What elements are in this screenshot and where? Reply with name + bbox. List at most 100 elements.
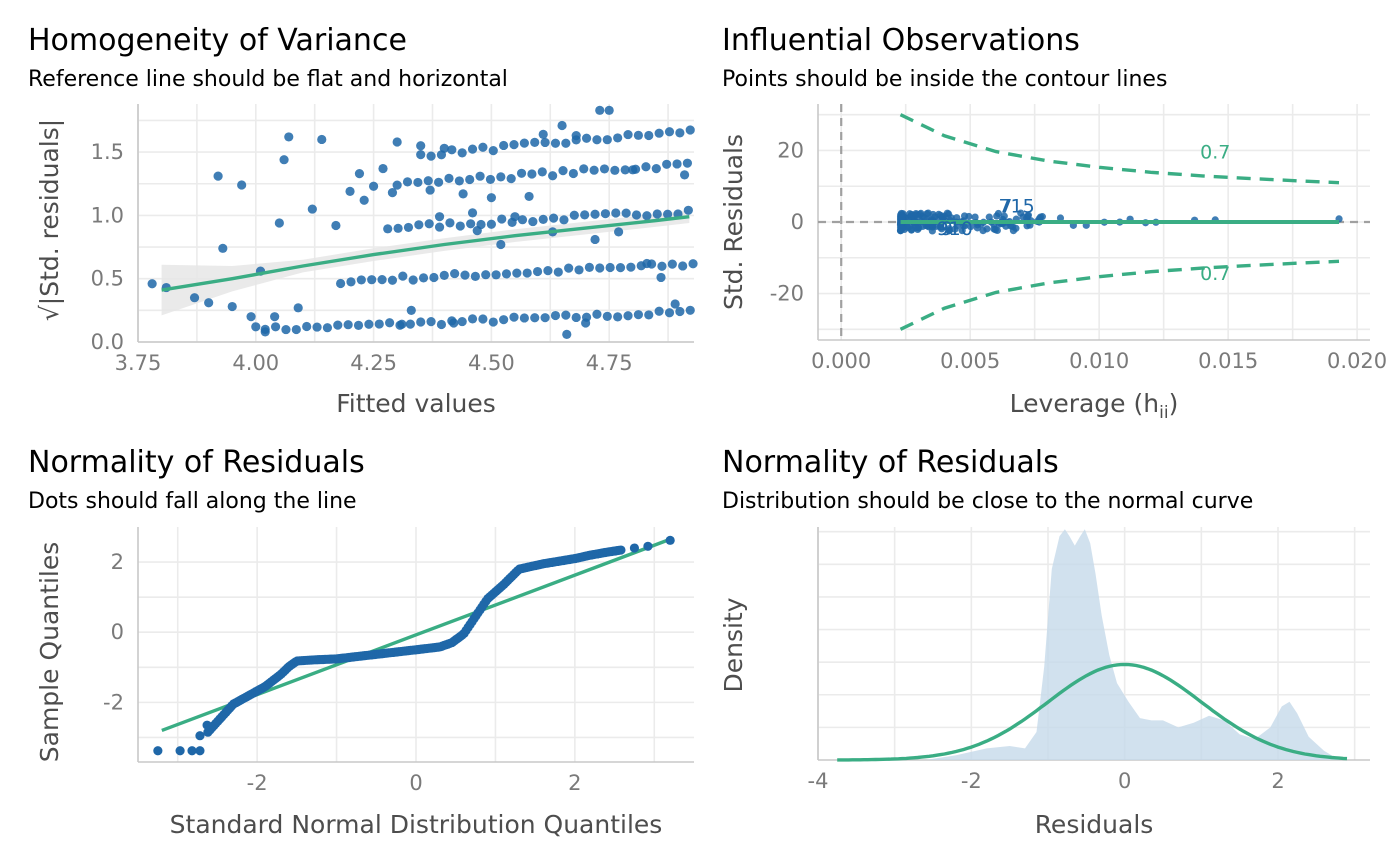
residual-point <box>488 317 498 327</box>
qq-point <box>616 545 626 555</box>
residual-point <box>590 209 600 219</box>
y-axis-label: Density <box>719 597 748 692</box>
residual-point <box>416 317 426 327</box>
residual-point <box>602 311 612 322</box>
residual-point <box>628 165 638 175</box>
residual-point <box>602 135 612 145</box>
residual-point <box>270 322 281 332</box>
leverage-point <box>960 212 969 220</box>
x-tick-label: 0.010 <box>1069 349 1129 373</box>
panel-subtitle: Dots should fall along the line <box>28 489 357 514</box>
residual-point <box>667 259 677 269</box>
residual-point <box>346 277 356 287</box>
residual-point <box>458 189 468 199</box>
x-tick-labels: 3.75 4.00 4.25 4.50 4.75 <box>115 351 633 375</box>
residual-point <box>387 275 398 285</box>
x-tick-label: 2 <box>1271 769 1284 793</box>
residual-point <box>584 262 594 272</box>
residual-point <box>147 279 157 289</box>
x-tick-label: 0.005 <box>940 349 1000 373</box>
y-tick-label: 0 <box>111 620 124 644</box>
residual-point <box>274 218 284 228</box>
residual-point <box>611 208 621 218</box>
residual-point <box>491 270 501 280</box>
residual-point <box>467 314 478 324</box>
residual-point <box>408 275 418 285</box>
residual-point <box>519 313 529 323</box>
residual-point <box>644 130 654 141</box>
x-tick-label: 4.00 <box>232 351 279 375</box>
normal-density-curve <box>837 662 1348 762</box>
residual-point <box>641 162 651 172</box>
contour-label: 0.7 <box>1200 263 1230 285</box>
leverage-point <box>898 225 906 233</box>
residual-point <box>359 195 369 205</box>
panel-homogeneity: Homogeneity of Variance Reference line s… <box>28 23 698 418</box>
residual-point <box>387 188 398 198</box>
point-label: 715 <box>998 195 1034 217</box>
residual-point <box>530 137 540 147</box>
residual-point <box>279 155 289 165</box>
residual-point <box>364 319 374 329</box>
x-tick-label: 0 <box>1118 769 1131 793</box>
residual-point <box>499 315 509 325</box>
confidence-band <box>161 210 690 316</box>
residual-point <box>218 243 228 253</box>
residual-point <box>457 148 467 158</box>
y-tick-labels: -20 0 20 <box>770 138 804 305</box>
residual-point <box>460 270 470 280</box>
cook-contours <box>899 113 1340 331</box>
residual-point <box>450 268 460 279</box>
y-axis-label: Sample Quantiles <box>35 542 64 762</box>
y-tick-label: 0.5 <box>91 267 124 291</box>
residual-point <box>246 312 256 322</box>
residual-point <box>548 213 559 223</box>
residual-point <box>189 293 200 303</box>
residual-point <box>688 259 698 269</box>
leverage-point <box>914 213 922 221</box>
residual-point <box>657 261 667 271</box>
leverage-point <box>904 223 912 231</box>
residual-point <box>664 308 675 318</box>
residual-point <box>512 268 522 278</box>
residual-point <box>416 150 426 160</box>
residual-point <box>550 138 561 148</box>
leverage-point <box>953 222 961 230</box>
residual-point <box>595 105 605 115</box>
residual-point <box>662 159 672 169</box>
residual-point <box>581 318 591 328</box>
residual-point <box>392 180 402 190</box>
panel-density: Normality of Residuals Distribution shou… <box>719 445 1370 839</box>
qq-point <box>195 731 205 741</box>
residual-point <box>260 324 270 334</box>
residual-point <box>685 125 695 135</box>
residual-point <box>439 270 449 280</box>
residual-point <box>270 312 280 322</box>
residual-point <box>672 159 682 169</box>
residual-point <box>465 174 475 185</box>
residual-point <box>600 209 611 219</box>
residual-point <box>580 210 590 220</box>
residual-point <box>455 221 465 231</box>
residual-point <box>486 219 496 229</box>
residual-point <box>623 311 633 321</box>
residual-point <box>457 316 467 327</box>
normal-curve <box>837 662 1348 762</box>
residual-point <box>685 305 695 315</box>
residual-point <box>679 170 690 180</box>
x-tick-label: 0.020 <box>1327 349 1387 373</box>
residual-point <box>488 146 498 156</box>
residual-point <box>467 208 478 218</box>
residual-point <box>434 177 444 187</box>
residual-point <box>402 177 413 187</box>
x-tick-label: -4 <box>808 769 829 793</box>
qq-points <box>153 535 675 756</box>
residual-point <box>425 185 435 195</box>
residual-point <box>312 322 322 332</box>
residual-point <box>604 105 614 115</box>
residual-point <box>291 324 301 335</box>
residual-point <box>654 306 664 316</box>
residual-point <box>353 320 364 330</box>
y-tick-label: 2 <box>111 550 124 574</box>
residual-point <box>561 310 571 320</box>
